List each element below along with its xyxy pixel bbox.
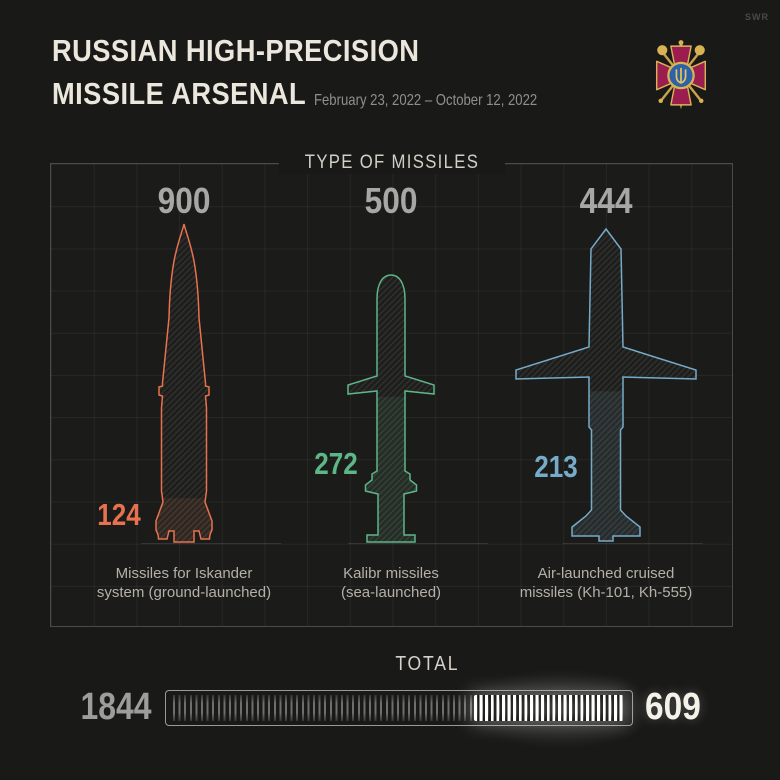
kalibr-initial-count: 500	[364, 180, 418, 221]
total-initial-count: 1844	[80, 686, 152, 728]
total-bar-remaining	[473, 695, 623, 721]
page-title-line2: MISSILE ARSENAL	[52, 76, 307, 111]
iskander-initial-count: 900	[157, 180, 211, 221]
iskander-label-line1: Missiles for Iskander	[115, 565, 253, 582]
air-launched-missile-figure	[515, 227, 697, 542]
iskander-remaining-count: 124	[97, 497, 141, 532]
kalibr-outline	[347, 274, 435, 543]
kalibr-remaining-count: 272	[314, 446, 358, 481]
air-launched-label-line1: Air-launched cruised	[537, 565, 675, 582]
date-range: February 23, 2022 – October 12, 2022	[314, 92, 538, 109]
air-launched-label-line2: missiles (Kh-101, Kh-555)	[519, 584, 693, 601]
kalibr-missile-figure	[347, 274, 435, 543]
page-title-line1: RUSSIAN HIGH-PRECISION	[52, 33, 420, 68]
ukraine-mod-emblem-icon	[655, 40, 707, 110]
missile-chart-panel: TYPE OF MISSILES 900 500 444 124 272	[50, 152, 733, 627]
kalibr-label-line1: Kalibr missiles	[343, 565, 439, 582]
air-launched-remaining-count: 213	[534, 449, 578, 484]
baseline-iskander	[141, 543, 281, 544]
air-launched-outline	[515, 227, 697, 542]
baseline-kalibr	[348, 543, 488, 544]
kalibr-label: Kalibr missiles (sea-launched)	[271, 564, 511, 602]
air-launched-initial-count: 444	[579, 180, 633, 221]
total-label: TOTAL	[395, 653, 459, 675]
total-progress-bar	[165, 690, 633, 726]
watermark-swr: SWR	[745, 12, 769, 22]
total-bar-ticks	[173, 695, 625, 721]
air-launched-label: Air-launched cruised missiles (Kh-101, K…	[486, 564, 726, 602]
chart-section-title: TYPE OF MISSILES	[278, 152, 505, 174]
total-remaining-count: 609	[645, 686, 701, 728]
kalibr-label-line2: (sea-launched)	[340, 584, 442, 601]
iskander-label-line2: system (ground-launched)	[96, 584, 272, 601]
trident-icon	[675, 67, 687, 84]
baseline-air-launched	[563, 543, 703, 544]
iskander-outline	[155, 223, 213, 543]
iskander-missile-figure	[155, 223, 213, 543]
iskander-label: Missiles for Iskander system (ground-lau…	[64, 564, 304, 602]
